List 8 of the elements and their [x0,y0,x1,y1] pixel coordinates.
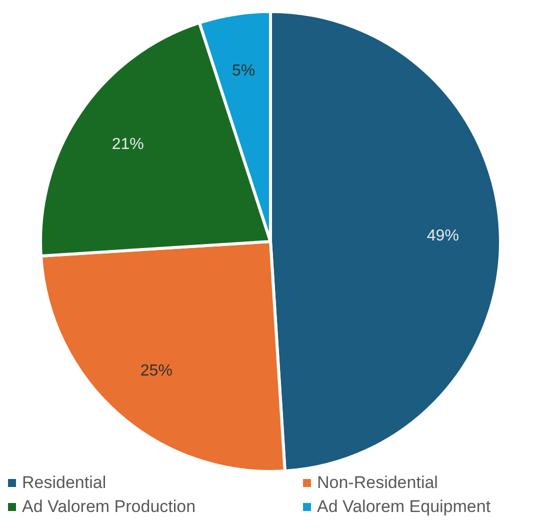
legend-label: Ad Valorem Equipment [317,497,491,517]
data-label: 5% [232,62,256,80]
data-label: 49% [426,227,459,244]
legend-label: Residential [22,473,106,493]
data-label: 25% [140,362,172,380]
data-label: 21% [112,136,144,153]
legend-label: Ad Valorem Production [22,497,196,517]
legend-label: Non-Residential [317,473,438,493]
